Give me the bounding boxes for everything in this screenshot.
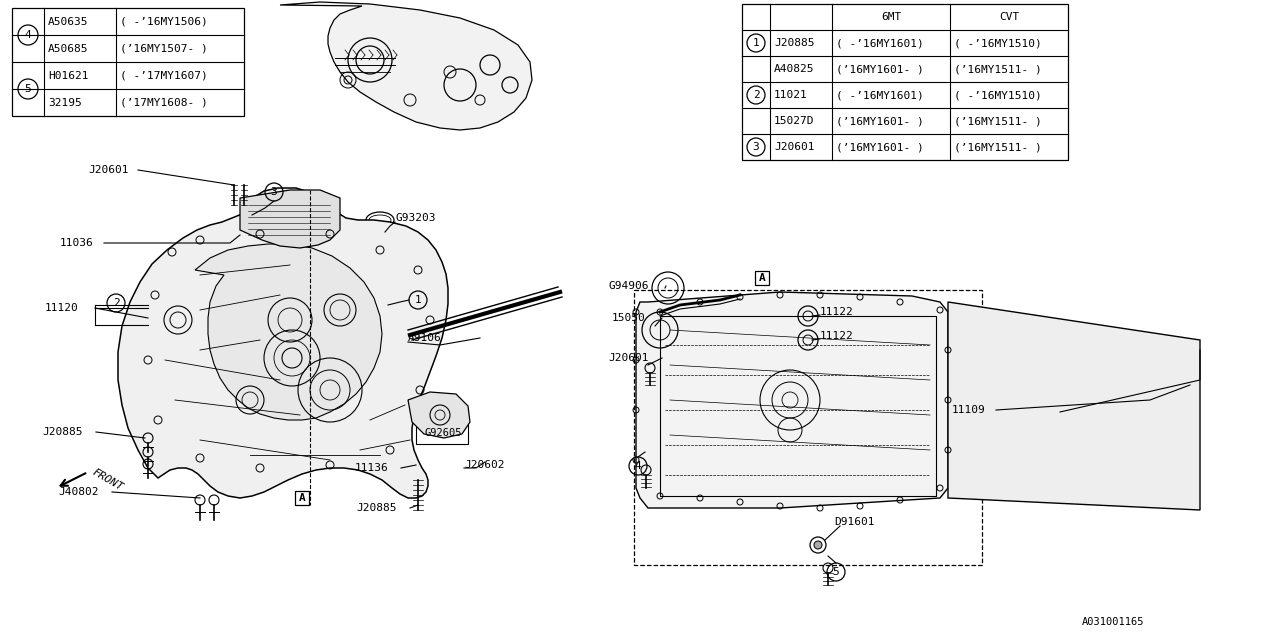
Text: J20601: J20601	[88, 165, 128, 175]
Text: A9106: A9106	[408, 333, 442, 343]
Polygon shape	[636, 292, 948, 508]
Text: J20601: J20601	[774, 142, 814, 152]
Text: A: A	[759, 273, 765, 283]
Bar	[294, 491, 308, 505]
Text: ( -’16MY1510): ( -’16MY1510)	[954, 90, 1042, 100]
Bar	[634, 290, 982, 565]
Text: (’16MY1601- ): (’16MY1601- )	[836, 142, 924, 152]
Text: H01621: H01621	[49, 70, 88, 81]
Text: (’16MY1601- ): (’16MY1601- )	[836, 116, 924, 126]
Text: 11036: 11036	[60, 238, 93, 248]
Text: 3: 3	[270, 187, 278, 197]
Text: CVT: CVT	[998, 12, 1019, 22]
Text: 4: 4	[24, 30, 32, 40]
Text: (’16MY1511- ): (’16MY1511- )	[954, 116, 1042, 126]
Polygon shape	[118, 188, 448, 498]
Text: 3: 3	[753, 142, 759, 152]
Text: 11122: 11122	[820, 331, 854, 341]
Polygon shape	[195, 244, 381, 420]
Polygon shape	[241, 190, 340, 248]
Text: (’16MY1507- ): (’16MY1507- )	[120, 44, 207, 54]
Text: 15050: 15050	[612, 313, 645, 323]
Text: ( -’16MY1601): ( -’16MY1601)	[836, 38, 924, 48]
Text: ( -’16MY1510): ( -’16MY1510)	[954, 38, 1042, 48]
Text: J20602: J20602	[465, 460, 504, 470]
Text: D91601: D91601	[835, 517, 874, 527]
Text: 32195: 32195	[49, 97, 82, 108]
Text: 11109: 11109	[952, 405, 986, 415]
Polygon shape	[948, 302, 1201, 510]
Text: 2: 2	[753, 90, 759, 100]
Text: J20885: J20885	[774, 38, 814, 48]
Text: J40802: J40802	[58, 487, 99, 497]
Text: 2: 2	[113, 298, 119, 308]
Text: J20885: J20885	[356, 503, 397, 513]
Text: ( -’16MY1601): ( -’16MY1601)	[836, 90, 924, 100]
Text: J20885: J20885	[42, 427, 82, 437]
Text: A40825: A40825	[774, 64, 814, 74]
Text: 15027D: 15027D	[774, 116, 814, 126]
Text: 1: 1	[415, 295, 421, 305]
Text: (’17MY1608- ): (’17MY1608- )	[120, 97, 207, 108]
Circle shape	[814, 541, 822, 549]
Bar	[742, 4, 1068, 160]
Polygon shape	[280, 2, 532, 130]
Text: 6MT: 6MT	[881, 12, 901, 22]
Text: 11021: 11021	[774, 90, 808, 100]
Text: ( -’16MY1506): ( -’16MY1506)	[120, 17, 207, 26]
Text: A: A	[298, 493, 306, 503]
Bar	[660, 316, 936, 496]
Text: 11136: 11136	[355, 463, 389, 473]
Text: G93203: G93203	[396, 213, 435, 223]
Text: (’16MY1511- ): (’16MY1511- )	[954, 142, 1042, 152]
Text: J20601: J20601	[608, 353, 649, 363]
Bar	[755, 271, 769, 285]
Text: ( -’17MY1607): ( -’17MY1607)	[120, 70, 207, 81]
Text: 4: 4	[635, 461, 641, 471]
Text: FRONT: FRONT	[90, 467, 124, 493]
Text: G92605: G92605	[424, 428, 462, 438]
Text: 1: 1	[753, 38, 759, 48]
Text: 11122: 11122	[820, 307, 854, 317]
Text: G94906: G94906	[608, 281, 649, 291]
Text: 5: 5	[832, 567, 840, 577]
Text: A50685: A50685	[49, 44, 88, 54]
Bar	[416, 424, 468, 444]
Text: A50635: A50635	[49, 17, 88, 26]
Text: (’16MY1511- ): (’16MY1511- )	[954, 64, 1042, 74]
Bar	[12, 8, 244, 116]
Text: A031001165: A031001165	[1082, 617, 1144, 627]
Polygon shape	[408, 392, 470, 438]
Text: 5: 5	[24, 84, 32, 94]
Text: (’16MY1601- ): (’16MY1601- )	[836, 64, 924, 74]
Text: 11120: 11120	[45, 303, 79, 313]
